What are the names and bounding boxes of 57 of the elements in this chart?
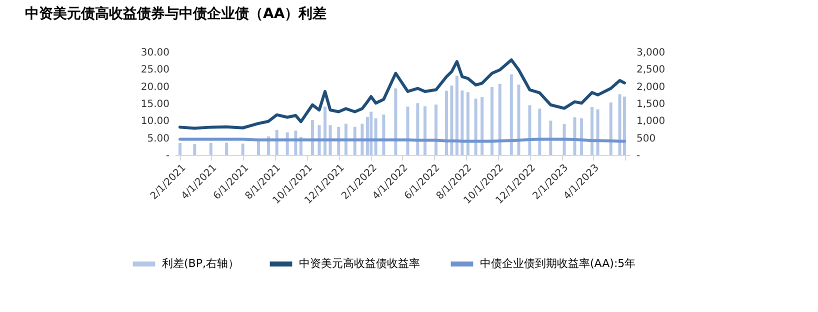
legend-label: 中债企业债到期收益率(AA):5年 [480, 257, 636, 270]
bar [324, 106, 327, 155]
bar [382, 114, 386, 155]
line-series [178, 58, 626, 130]
y-tick-label: - [166, 150, 170, 162]
bar [590, 106, 594, 155]
bar [225, 142, 228, 155]
y-tick-label: 20.00 [140, 82, 170, 93]
bar [455, 76, 458, 155]
bar [596, 109, 600, 155]
bar [480, 96, 484, 155]
bar [490, 87, 494, 155]
bar [178, 142, 182, 155]
bar [517, 84, 520, 155]
bar [460, 90, 464, 155]
y2-tick-label: 500 [636, 133, 656, 144]
bar [466, 92, 470, 155]
bar [510, 74, 513, 155]
bar [573, 117, 576, 155]
bar [622, 96, 626, 155]
y2-tick-label: 1,500 [636, 99, 666, 110]
y2-tick-label: 1,000 [636, 116, 666, 128]
bar [498, 84, 502, 155]
y-tick-label: 15.00 [140, 99, 170, 110]
bar [310, 120, 314, 155]
bar [474, 98, 478, 155]
bar [328, 125, 332, 155]
y-tick-label: 25.00 [140, 64, 170, 76]
bar [450, 86, 454, 155]
bar [374, 118, 378, 155]
bar [318, 125, 321, 155]
bar [241, 144, 244, 155]
chart-title: 中资美元债高收益债券与中债企业债（AA）利差 [25, 5, 327, 22]
bar [370, 112, 373, 155]
bar [193, 144, 196, 155]
bar [562, 124, 566, 155]
bar [549, 120, 552, 155]
bar [609, 102, 612, 155]
bar [538, 108, 542, 155]
bar [394, 88, 398, 155]
y2-tick-label: 2,500 [636, 64, 666, 76]
bar [444, 90, 448, 155]
bar [528, 105, 532, 155]
y2-tick-label: 2,000 [636, 82, 666, 93]
y-tick-label: 10.00 [140, 116, 170, 128]
y2-tick-label: 3,000 [636, 48, 666, 58]
y-tick-label: 30.00 [140, 48, 170, 58]
legend-label: 中资美元高收益债收益率 [299, 257, 420, 270]
y2-tick-label: - [636, 150, 640, 162]
legend-label: 利差(BP,右轴） [162, 257, 239, 270]
bar [580, 118, 584, 155]
bar [406, 106, 410, 155]
bar [209, 142, 212, 155]
y-tick-label: 5.00 [147, 133, 170, 144]
bar [416, 103, 420, 155]
bar [424, 106, 427, 155]
bar [434, 104, 438, 155]
